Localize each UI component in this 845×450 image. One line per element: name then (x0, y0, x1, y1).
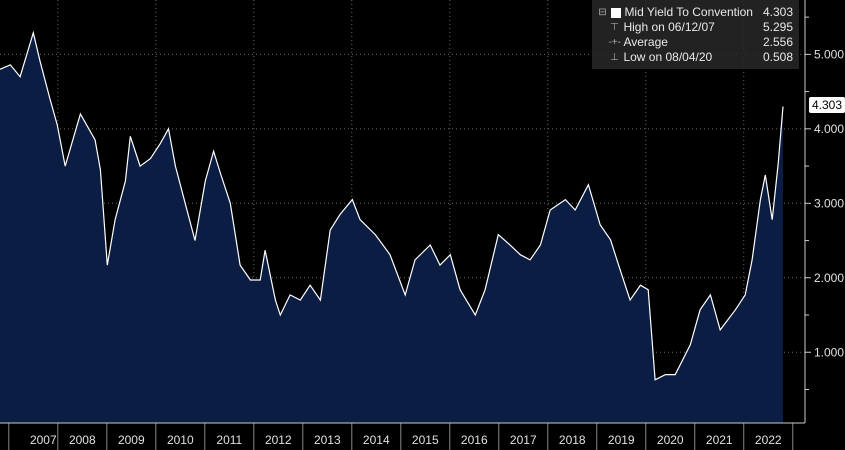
y-tick-label: 2.000 (814, 271, 844, 285)
x-tick-label: 2012 (265, 433, 292, 447)
legend: ⊟ Mid Yield To Convention 4.303 ⊤ High on 0… (592, 0, 799, 69)
high-marker-icon: ⊤ (610, 22, 619, 33)
y-tick-label: 5.000 (814, 47, 844, 61)
x-tick-label: 2010 (167, 433, 194, 447)
average-marker-icon: -+- (608, 37, 621, 48)
x-tick-label: 2019 (608, 433, 635, 447)
x-tick-label: 2015 (412, 433, 439, 447)
series-area (0, 32, 783, 424)
legend-item-mid-yield[interactable]: ⊟ Mid Yield To Convention 4.303 (598, 5, 793, 19)
legend-item-average: -+- Average 2.556 (608, 35, 793, 49)
legend-item-low: ⊥ Low on 08/04/20 0.508 (610, 50, 793, 64)
x-tick-label: 2016 (461, 433, 488, 447)
x-tick-label: 2017 (510, 433, 537, 447)
x-tick-label: 2008 (69, 433, 96, 447)
legend-item-high: ⊤ High on 06/12/07 5.295 (610, 20, 793, 34)
collapse-icon[interactable]: ⊟ (598, 7, 607, 18)
x-tick-label: 2021 (706, 433, 733, 447)
x-tick-label: 2020 (657, 433, 684, 447)
x-tick-label: 2022 (755, 433, 782, 447)
last-value-tag: 4.303 (809, 97, 845, 113)
y-tick-label: 1.000 (814, 345, 844, 359)
y-tick-label: 3.000 (814, 196, 844, 210)
x-tick-label: 2018 (559, 433, 586, 447)
x-tick-label: 2011 (216, 433, 242, 447)
x-tick-label: 2013 (314, 433, 341, 447)
x-tick-label: 2007 (30, 433, 57, 447)
low-marker-icon: ⊥ (610, 52, 619, 63)
x-tick-label: 2009 (118, 433, 145, 447)
white-square-icon (611, 7, 622, 18)
series-line (0, 30, 784, 381)
x-tick-label: 2014 (363, 433, 390, 447)
y-tick-label: 4.000 (814, 122, 844, 136)
